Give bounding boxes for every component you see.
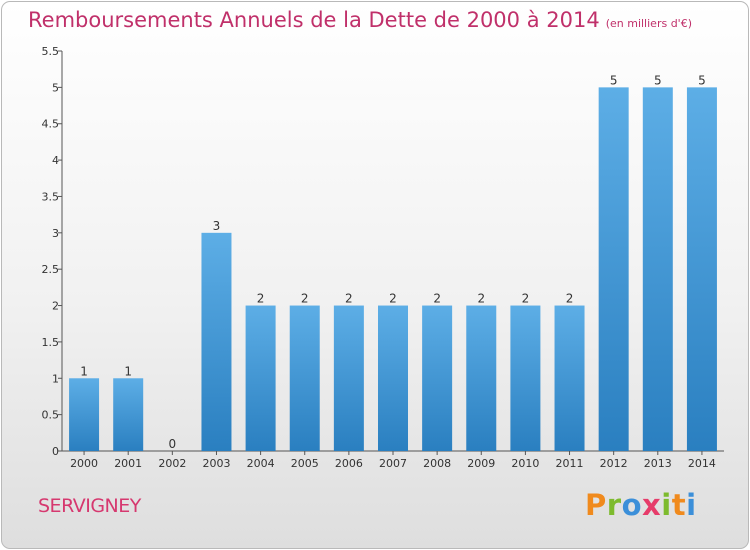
bar-value-label: 1 [80,364,88,378]
bar [245,305,276,451]
x-tick-label: 2007 [379,457,407,470]
bar-value-label: 0 [169,437,177,451]
x-tick-label: 2006 [335,457,363,470]
chart-subtitle: (en milliers d'€) [605,17,692,30]
bar-value-label: 2 [257,292,265,306]
y-tick-label: 3.5 [42,190,60,203]
chart-title-text: Remboursements Annuels de la Dette de 20… [28,8,600,32]
chart-title: Remboursements Annuels de la Dette de 20… [28,8,692,32]
x-tick-label: 2001 [114,457,142,470]
bar [289,305,320,451]
x-tick-label: 2004 [247,457,275,470]
x-tick-label: 2012 [600,457,628,470]
x-tick-label: 2005 [291,457,319,470]
y-tick-label: 4 [52,154,59,167]
y-tick-label: 1 [52,372,59,385]
bar-value-label: 2 [345,292,353,306]
x-tick-label: 2003 [202,457,230,470]
x-tick-label: 2002 [158,457,186,470]
bar-value-label: 5 [698,73,706,87]
bar-value-label: 1 [124,364,132,378]
bar [333,305,364,451]
bar-value-label: 5 [654,73,662,87]
x-tick-label: 2011 [556,457,584,470]
bar [378,305,408,451]
bar-value-label: 3 [213,219,221,233]
bar [510,305,541,451]
bar [201,232,232,451]
x-tick-label: 2014 [688,457,716,470]
bar-value-label: 2 [301,292,309,306]
y-tick-label: 0 [52,445,59,458]
x-tick-label: 2013 [644,457,672,470]
y-tick-label: 3 [52,227,59,240]
y-tick-label: 0.5 [42,409,60,422]
y-tick-label: 1.5 [42,336,60,349]
commune-name: SERVIGNEY [38,495,141,517]
y-tick-label: 5.5 [42,45,60,58]
bar [466,305,497,451]
y-tick-label: 2.5 [42,263,60,276]
x-tick-label: 2010 [511,457,539,470]
bar-value-label: 2 [566,292,574,306]
y-tick-label: 2 [52,300,59,313]
bar [69,378,100,451]
bar [598,87,629,451]
bar [686,87,717,451]
bar [642,87,673,451]
bar-value-label: 2 [433,292,441,306]
proxiti-logo[interactable]: Proxiti [585,488,697,522]
bar [113,378,144,451]
bar-value-label: 5 [610,73,618,87]
bar [422,305,453,451]
x-tick-label: 2008 [423,457,451,470]
y-tick-label: 4.5 [42,118,60,131]
bar-value-label: 2 [477,292,485,306]
bar-value-label: 2 [389,292,397,306]
y-tick-label: 5 [52,81,59,94]
bar [554,305,585,451]
bar-value-label: 2 [522,292,530,306]
x-tick-label: 2000 [70,457,98,470]
x-tick-label: 2009 [467,457,495,470]
